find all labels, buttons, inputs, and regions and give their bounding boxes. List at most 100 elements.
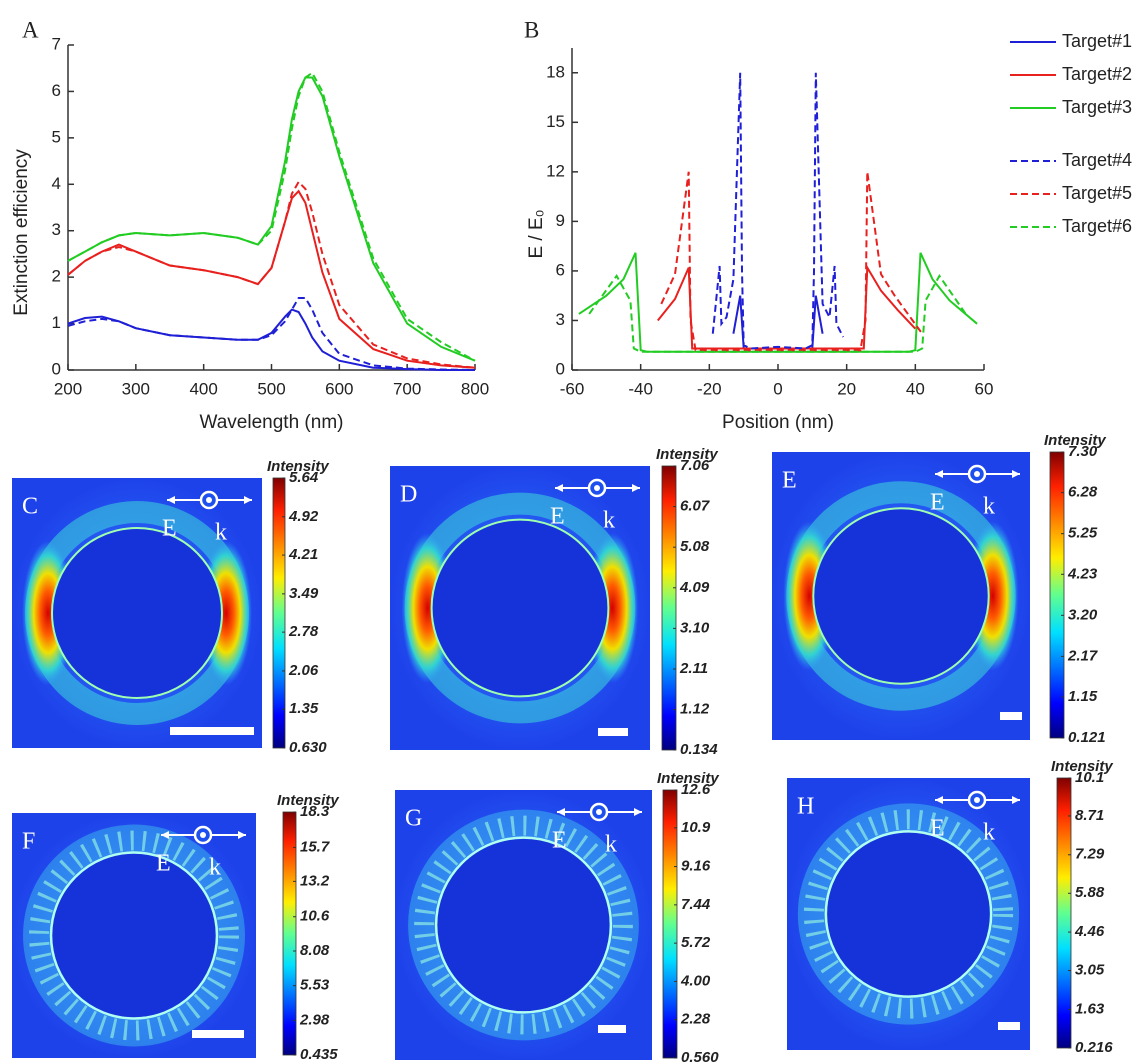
annotation: k <box>603 508 615 534</box>
x-tick-label: 0 <box>773 379 782 398</box>
k-dot <box>974 471 980 477</box>
colorbar-tick-label: 4.21 <box>288 546 318 563</box>
colorbar-tick-label: 1.15 <box>1068 688 1098 705</box>
x-tick-label: 40 <box>906 379 925 398</box>
colorbar-label: Intensity <box>1044 432 1106 449</box>
x-tick-label: 20 <box>837 379 856 398</box>
colorbar-tick-label: 5.72 <box>681 934 711 951</box>
panel-label: G <box>405 806 422 832</box>
y-tick-label: 4 <box>52 174 61 193</box>
scale-bar <box>1000 712 1022 720</box>
colorbar-tick-label: 0.435 <box>300 1046 338 1063</box>
y-tick-label: 9 <box>556 211 565 230</box>
scale-bar <box>998 1022 1020 1030</box>
colorbar-label: Intensity <box>1051 758 1113 775</box>
particle <box>824 830 993 998</box>
colorbar-tick-label: 2.17 <box>1067 647 1098 664</box>
y-tick-label: 0 <box>52 359 61 378</box>
scale-bar <box>192 1030 244 1038</box>
data-line <box>67 180 476 369</box>
particle <box>51 527 223 699</box>
y-tick-label: 15 <box>546 112 565 131</box>
annotation: E <box>552 828 567 854</box>
colorbar-tick-label: 0.121 <box>1068 729 1106 746</box>
panel-label: D <box>400 482 417 508</box>
colorbar-tick-label: 9.16 <box>681 858 711 875</box>
panel-label: E <box>782 468 797 494</box>
legend-label: Target#4 <box>1062 150 1132 170</box>
x-tick-label: 400 <box>189 379 217 398</box>
colorbar-tick-label: 8.71 <box>1075 807 1104 824</box>
particle <box>434 836 613 1014</box>
colorbar-tick-label: 1.63 <box>1075 1000 1105 1017</box>
y-tick-label: 3 <box>556 310 565 329</box>
colorbar-label: Intensity <box>267 458 329 475</box>
x-tick-label: 800 <box>461 379 489 398</box>
colorbar-tick-label: 0.560 <box>681 1049 719 1064</box>
colorbar <box>662 789 678 1059</box>
y-axis-label: E / E₀ <box>526 209 547 258</box>
colorbar-tick-label: 5.64 <box>289 469 319 486</box>
panel-label: B <box>524 17 539 42</box>
x-tick-label: 300 <box>122 379 150 398</box>
y-tick-label: 1 <box>52 313 61 332</box>
colorbar-tick-label: 0.134 <box>680 741 718 758</box>
colorbar-tick-label: 4.92 <box>288 508 319 525</box>
colorbar-tick-label: 6.07 <box>680 498 710 515</box>
data-line <box>657 264 917 350</box>
legend-label: Target#5 <box>1062 183 1132 203</box>
colorbar-tick-label: 5.25 <box>1068 525 1098 542</box>
panel-label: F <box>22 829 35 855</box>
y-tick-label: 6 <box>556 260 565 279</box>
colorbar-tick-label: 3.05 <box>1075 962 1105 979</box>
colorbar-tick-label: 2.28 <box>680 1011 711 1028</box>
colorbar-tick-label: 7.30 <box>1068 443 1098 460</box>
particle <box>49 851 219 1020</box>
y-tick-label: 7 <box>52 34 61 53</box>
colorbar-tick-label: 4.23 <box>1067 565 1098 582</box>
colorbar-tick-label: 5.53 <box>300 977 330 994</box>
particle <box>812 507 990 685</box>
x-axis-label: Position (nm) <box>722 412 834 433</box>
colorbar-tick-label: 4.09 <box>679 579 710 596</box>
colorbar-tick-label: 0.216 <box>1075 1039 1113 1056</box>
legend-label: Target#3 <box>1062 97 1132 117</box>
x-tick-label: -40 <box>628 379 653 398</box>
colorbar-label: Intensity <box>656 446 718 463</box>
colorbar-tick-label: 18.3 <box>300 803 330 820</box>
colorbar-tick-label: 1.35 <box>289 700 319 717</box>
k-dot <box>206 497 212 503</box>
colorbar-tick-label: 5.88 <box>1075 884 1105 901</box>
data-line <box>588 274 968 353</box>
colorbar-label: Intensity <box>277 792 339 809</box>
annotation: E <box>930 490 945 516</box>
data-line <box>67 189 476 369</box>
annotation: k <box>983 820 995 846</box>
colorbar-tick-label: 7.06 <box>680 457 710 474</box>
data-line <box>67 76 476 362</box>
lobes <box>414 815 633 1035</box>
panel-label: H <box>797 794 814 820</box>
data-line <box>67 71 476 362</box>
data-line <box>711 72 845 350</box>
annotation: E <box>162 516 177 542</box>
scale-bar <box>598 728 628 736</box>
colorbar-tick-label: 13.2 <box>300 872 330 889</box>
annotation: E <box>156 851 171 877</box>
y-tick-label: 12 <box>546 161 565 180</box>
y-tick-label: 0 <box>556 359 565 378</box>
k-dot <box>596 809 602 815</box>
scale-bar <box>170 727 254 735</box>
colorbar <box>661 465 677 751</box>
y-tick-label: 2 <box>52 267 61 286</box>
colorbar-tick-label: 7.29 <box>1075 846 1105 863</box>
colorbar-tick-label: 2.11 <box>679 660 708 677</box>
data-line <box>732 295 824 350</box>
annotation: k <box>605 832 617 858</box>
